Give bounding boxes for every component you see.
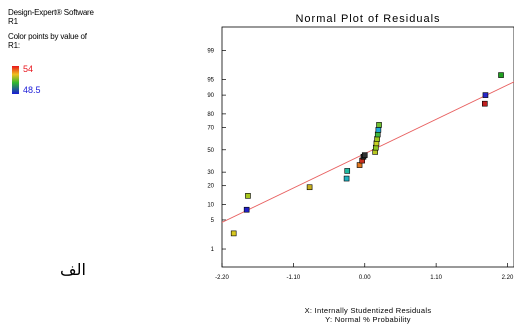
x-tick-label: 2.20 [502, 275, 514, 281]
x-tick-label: -2.20 [215, 275, 229, 281]
fit-line-group [222, 81, 514, 223]
data-point [306, 184, 313, 191]
y-tick-label: 70 [207, 125, 214, 131]
chart-title: Normal Plot of Residuals [295, 13, 440, 25]
y-tick-label: 50 [207, 148, 214, 154]
y-tick-label: 99 [207, 49, 214, 55]
color-note: Color points by value of [8, 32, 87, 41]
points-group [230, 72, 504, 237]
data-point [374, 131, 381, 138]
software-label: Design-Expert® Software [8, 8, 94, 17]
y-tick-label: 5 [211, 218, 215, 224]
y-tick-label: 10 [207, 202, 214, 208]
data-point [230, 230, 237, 237]
data-point [243, 206, 250, 213]
x-axis-label: X: Internally Studentized Residuals [305, 306, 432, 315]
x-tick-label: 1.10 [430, 275, 442, 281]
response-label: R1 [8, 17, 18, 26]
y-axis-label: Y: Normal % Probability [325, 315, 411, 324]
y-axis: 1 5 10 20 30 50 70 80 90 95 99 [207, 49, 226, 253]
data-point [344, 168, 351, 174]
color-legend: 54 48.5 [12, 64, 72, 96]
legend-max-value: 54 [23, 64, 34, 74]
data-point [375, 127, 382, 133]
x-tick-label: -1.10 [287, 275, 301, 281]
y-tick-label: 1 [211, 247, 215, 253]
data-point [498, 72, 504, 78]
y-tick-label: 80 [207, 112, 214, 118]
plot-frame [221, 26, 514, 268]
fit-line [222, 81, 514, 223]
y-tick-label: 30 [207, 170, 214, 176]
data-point [343, 175, 350, 182]
figure-caption: الف [60, 260, 86, 279]
y-tick-label: 95 [207, 78, 214, 84]
legend-min-value: 48.5 [23, 85, 41, 95]
data-point [482, 92, 489, 98]
y-tick-label: 90 [207, 93, 214, 99]
data-point [245, 193, 251, 199]
side-panel: Design-Expert® Software R1 Color points … [8, 8, 158, 50]
data-point [481, 100, 488, 107]
color-note-response: R1: [8, 41, 20, 50]
x-tick-label: 0.00 [359, 275, 371, 281]
data-point [361, 152, 368, 158]
x-axis: -2.20 -1.10 0.00 1.10 2.20 [215, 263, 514, 281]
color-gradient-bar [12, 66, 19, 94]
data-point [376, 122, 382, 128]
y-tick-label: 20 [207, 184, 214, 190]
